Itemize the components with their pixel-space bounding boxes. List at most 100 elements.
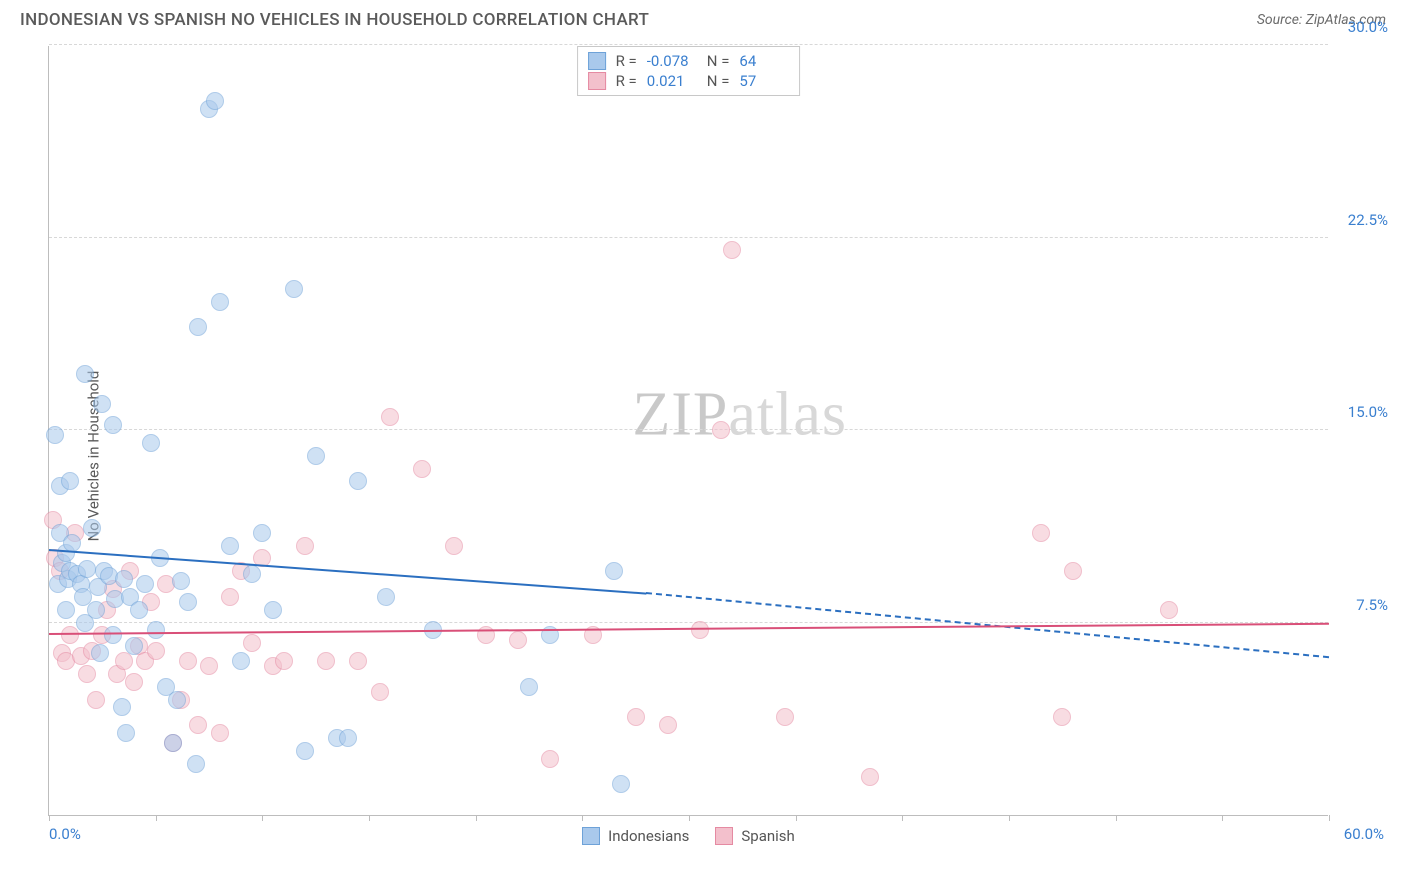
scatter-point [164,734,182,752]
scatter-point [142,434,160,452]
x-tick [1116,815,1117,821]
scatter-point [206,92,224,110]
scatter-point [1064,562,1082,580]
scatter-point [605,562,623,580]
scatter-point [179,652,197,670]
scatter-point [509,631,527,649]
scatter-point [1160,601,1178,619]
scatter-point [612,775,630,793]
scatter-point [211,724,229,742]
x-tick [1222,815,1223,821]
scatter-point [46,426,64,444]
legend-series-item: Indonesians [582,827,689,845]
scatter-point [243,634,261,652]
scatter-point [125,637,143,655]
y-tick-label: 7.5% [1332,596,1388,614]
legend-swatch [588,72,606,90]
scatter-point [627,708,645,726]
x-tick [796,815,797,821]
watermark: ZIPatlas [632,380,847,451]
gridline [49,429,1328,430]
scatter-point [691,621,709,639]
legend-swatch [588,52,606,70]
legend-stat-row: R = 0.021 N = 57 [588,71,790,91]
x-tick-label: 60.0% [1328,825,1384,843]
scatter-point [61,472,79,490]
legend-stats: R = -0.078 N = 64 R = 0.021 N = 57 [577,46,801,96]
scatter-point [136,575,154,593]
x-tick [156,815,157,821]
scatter-point [723,241,741,259]
scatter-point [339,729,357,747]
x-tick [262,815,263,821]
scatter-point [147,621,165,639]
legend-series-label: Spanish [741,827,794,845]
legend-n-label: N = [707,72,730,90]
gridline [49,44,1328,45]
scatter-point [83,519,101,537]
scatter-point [91,644,109,662]
legend-stat-row: R = -0.078 N = 64 [588,51,790,71]
x-tick [902,815,903,821]
scatter-point [275,652,293,670]
legend-n-value: 64 [739,52,789,70]
scatter-point [147,642,165,660]
scatter-point [179,593,197,611]
scatter-point [172,572,190,590]
scatter-point [861,768,879,786]
scatter-point [349,472,367,490]
scatter-point [104,416,122,434]
scatter-point [57,601,75,619]
legend-series-label: Indonesians [608,827,689,845]
scatter-point [115,570,133,588]
scatter-point [221,537,239,555]
plot-area: ZIPatlas R =-0.078N =64R =0.021N =57 Ind… [48,46,1328,816]
scatter-point [113,698,131,716]
scatter-point [1053,708,1071,726]
scatter-point [712,421,730,439]
scatter-point [211,293,229,311]
watermark-zip: ZIP [632,381,728,449]
scatter-point [232,652,250,670]
watermark-atlas: atlas [728,381,847,449]
scatter-point [371,683,389,701]
trend-line [49,623,1329,635]
x-tick [49,815,50,821]
chart-title: INDONESIAN VS SPANISH NO VEHICLES IN HOU… [20,10,649,30]
scatter-point [78,665,96,683]
legend-series-item: Spanish [715,827,794,845]
x-tick [582,815,583,821]
legend-r-label: R = [616,72,637,90]
legend-r-value: -0.078 [647,52,697,70]
scatter-point [317,652,335,670]
scatter-point [296,742,314,760]
legend-r-value: 0.021 [647,72,697,90]
scatter-point [659,716,677,734]
legend-swatch [715,827,733,845]
scatter-point [285,280,303,298]
legend-n-label: N = [707,52,730,70]
x-tick [1329,815,1330,821]
scatter-point [264,601,282,619]
y-tick-label: 15.0% [1332,403,1388,421]
scatter-point [413,460,431,478]
scatter-point [243,565,261,583]
scatter-point [63,534,81,552]
scatter-point [377,588,395,606]
scatter-point [61,626,79,644]
legend-r-label: R = [616,52,637,70]
scatter-point [115,652,133,670]
scatter-point [87,691,105,709]
x-tick [476,815,477,821]
scatter-point [76,365,94,383]
scatter-point [307,447,325,465]
legend-n-value: 57 [739,72,789,90]
x-tick [689,815,690,821]
scatter-point [117,724,135,742]
scatter-point [189,318,207,336]
scatter-point [200,657,218,675]
x-tick [369,815,370,821]
scatter-point [253,524,271,542]
scatter-point [1032,524,1050,542]
scatter-point [296,537,314,555]
